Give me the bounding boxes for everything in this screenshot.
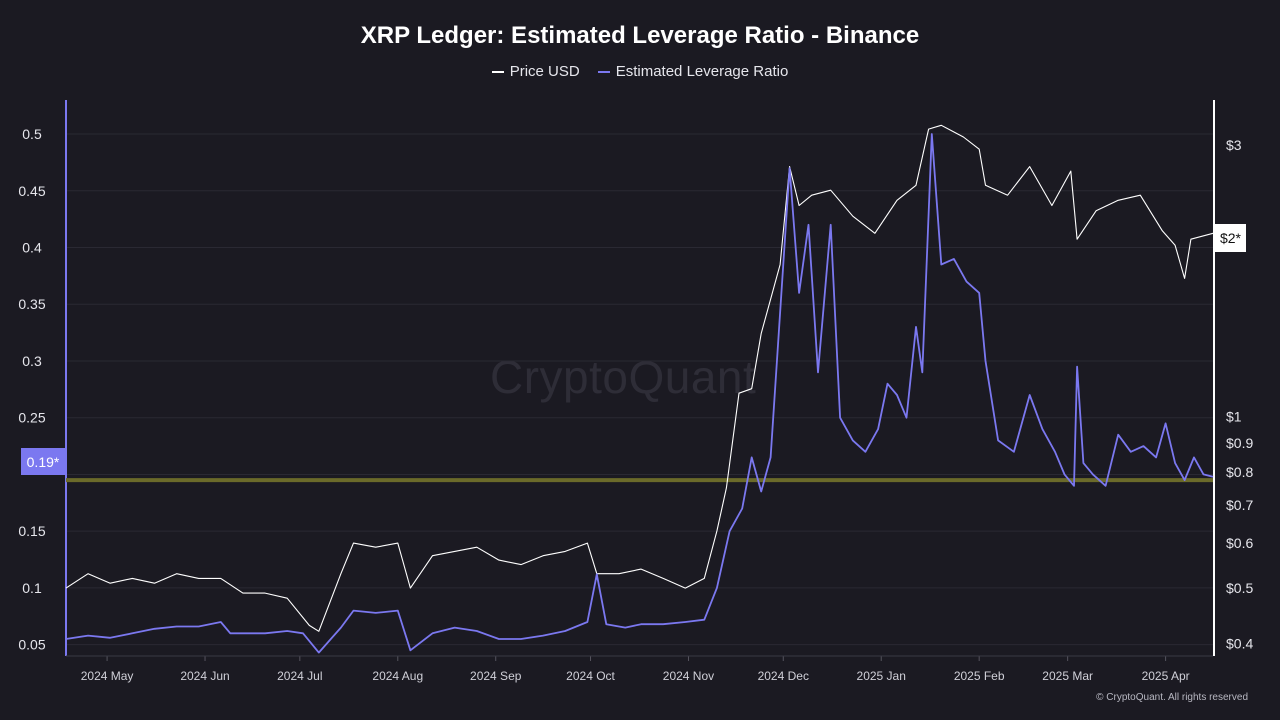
legend-item-price[interactable]: Price USD (491, 63, 580, 80)
series-layer (65, 124, 1214, 654)
chart-title: XRP Ledger: Estimated Leverage Ratio - B… (360, 22, 920, 49)
x-tick-label: 2024 Jul (277, 669, 322, 683)
y-left-tick-label: 0.15 (18, 523, 45, 539)
legend-swatch-price (491, 70, 504, 73)
x-tick-label: 2024 May (81, 669, 134, 683)
y-left-tick-label: 0.25 (18, 410, 45, 426)
x-tick-label: 2024 Aug (372, 669, 423, 683)
y-left-tick-label: 0.35 (18, 296, 45, 312)
legend-swatch-leverage (597, 70, 610, 73)
y-left-tick-label: 0.3 (22, 353, 42, 369)
y-left-tick-label: 0.4 (22, 240, 42, 256)
x-tick-label: 2025 Feb (954, 669, 1005, 683)
y-left-tick-label: 0.05 (18, 637, 45, 653)
y-left-tick-label: 0.45 (18, 183, 45, 199)
x-tick-label: 2024 Oct (566, 669, 615, 683)
y-right-tick-label: $3 (1226, 137, 1242, 153)
x-tick-label: 2024 Jun (180, 669, 229, 683)
y-right-tick-label: $0.9 (1226, 435, 1253, 451)
price-usd-line (65, 124, 1214, 632)
x-tick-label: 2025 Mar (1042, 669, 1093, 683)
y-right-tick-label: $0.5 (1226, 580, 1253, 596)
y-left-tick-label: 0.1 (22, 580, 42, 596)
legend-label-leverage: Estimated Leverage Ratio (615, 63, 789, 80)
y-left-tick-label: 0.5 (22, 126, 42, 142)
x-tick-label: 2024 Nov (663, 669, 714, 683)
leverage-ratio-line (65, 133, 1214, 654)
current-price-badge: $2* (1215, 224, 1246, 252)
legend-item-leverage[interactable]: Estimated Leverage Ratio (597, 63, 789, 80)
x-tick-label: 2024 Dec (758, 669, 809, 683)
y-right-tick-label: $0.8 (1226, 464, 1253, 480)
legend-label-price: Price USD (509, 63, 580, 80)
current-leverage-badge: 0.19* (21, 448, 65, 475)
legend: Price USD Estimated Leverage Ratio (0, 63, 1280, 80)
grid-layer (66, 133, 1213, 646)
y-right-tick-label: $0.7 (1226, 497, 1253, 513)
x-tick-label: 2024 Sep (470, 669, 522, 683)
axes-layer (65, 100, 1215, 661)
y-right-tick-label: $0.6 (1226, 535, 1253, 551)
x-tick-label: 2025 Jan (857, 669, 906, 683)
tick-labels: 0.05 0.1 0.15 0.25 0.3 0.35 0.4 0.45 0.5 $3 $1 $0.9… (18, 126, 1253, 683)
cryptoquant-watermark: CryptoQuant (490, 351, 757, 403)
x-tick-label: 2025 Apr (1142, 669, 1190, 683)
y-right-tick-label: $1 (1226, 409, 1242, 425)
y-right-tick-label: $0.4 (1226, 635, 1253, 651)
copyright-notice: © CryptoQuant. All rights reserved (1096, 692, 1248, 703)
